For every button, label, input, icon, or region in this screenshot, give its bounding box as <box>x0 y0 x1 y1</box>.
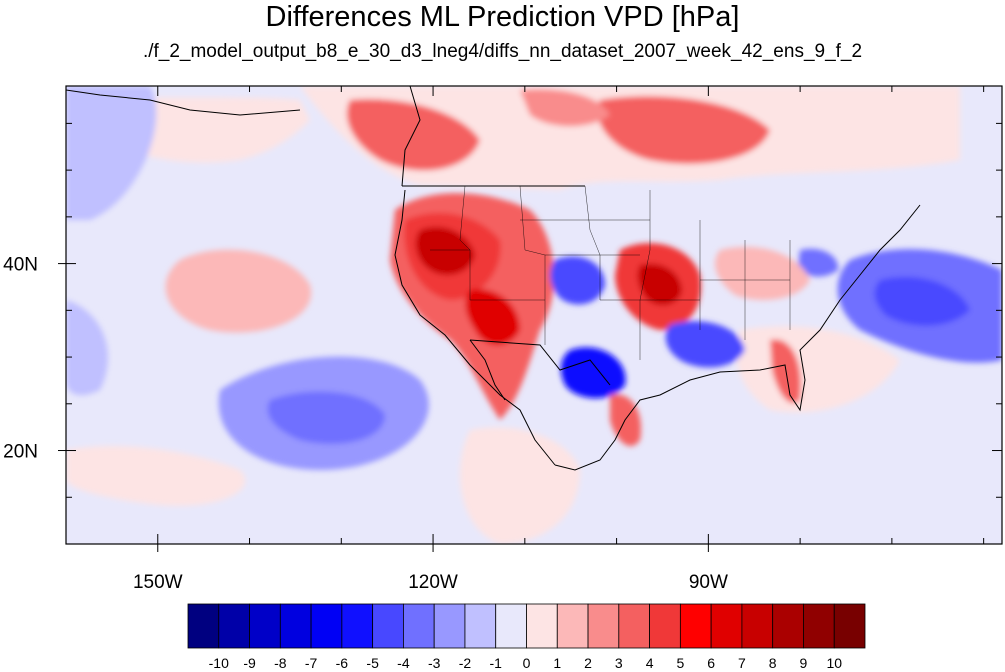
colorbar-level-label: 10 <box>826 655 842 671</box>
field-patch-bc-red <box>346 99 480 171</box>
colorbar-level-label: 1 <box>553 655 561 671</box>
coastline-baja <box>469 339 506 401</box>
colorbar-swatch <box>803 603 835 649</box>
map-frame <box>65 85 1003 545</box>
coastline-west <box>394 189 556 466</box>
coastline-bc <box>401 86 421 187</box>
field-patch-mexico-coast <box>460 427 580 544</box>
colorbar-level-label: -9 <box>243 655 256 671</box>
map-title: Differences ML Prediction VPD [hPa] <box>265 1 740 33</box>
colorbar-swatch <box>710 603 743 649</box>
field-patch-atlantic-blue-core <box>874 276 970 326</box>
colorbar-swatch <box>372 603 404 649</box>
colorbar-level-label: 0 <box>523 655 531 671</box>
tick-marks <box>58 86 1002 552</box>
lat-tick-label: 40N <box>3 255 38 276</box>
lat-tick-labels: 40N 20N <box>3 255 38 463</box>
colorbar-level-label: 8 <box>769 655 777 671</box>
colorbar-swatch <box>587 603 620 649</box>
field-patch-east-blue <box>798 248 839 277</box>
colorbar-level-label: -4 <box>397 655 410 671</box>
field-patch-florida <box>770 339 801 404</box>
coastline-south-east <box>554 204 921 471</box>
lon-tick-label: 90W <box>689 572 728 593</box>
colorbar-swatch <box>618 603 650 649</box>
colorbar-swatch <box>833 603 866 649</box>
colorbar-swatch <box>403 603 435 649</box>
colorbar-level-label: -8 <box>274 655 287 671</box>
field-patch-pacific-west <box>66 300 108 396</box>
colorbar-level-label: 7 <box>738 655 746 671</box>
colorbar-swatch <box>218 603 250 649</box>
colorbar-level-label: -3 <box>428 655 441 671</box>
field-patch-southwest-core <box>465 289 520 345</box>
colorbar-swatch <box>464 603 497 649</box>
field-patch-midwest <box>715 246 810 300</box>
field-patch-pacific-south <box>66 446 246 506</box>
field-patch-pacific-central <box>165 249 312 333</box>
colorbar-labels: -10 -9 -8 -7 -6 -5 -4 -3 -2 -1 0 1 2 3 4 5 6 7 8 9 10 <box>209 655 843 671</box>
colorbar-swatch <box>495 603 527 649</box>
colorbar-swatch <box>741 603 774 649</box>
colorbar-swatch <box>649 603 681 649</box>
colorbar-swatch <box>772 603 804 649</box>
state-borders <box>430 185 791 360</box>
lat-tick-label: 20N <box>3 442 38 463</box>
border-us-mexico <box>469 339 611 386</box>
map-subtitle: ./f_2_model_output_b8_e_30_d3_lneg4/diff… <box>142 41 863 62</box>
colorbar-level-label: -10 <box>209 655 229 671</box>
colorbar-swatch <box>679 603 712 649</box>
field-patch-pacific-blue-core <box>267 391 385 444</box>
colorbar-swatch <box>556 603 589 649</box>
colorbar-level-label: 4 <box>646 655 654 671</box>
colorbar-level-label: 3 <box>615 655 623 671</box>
colorbar-swatch <box>279 603 312 649</box>
colorbar <box>187 603 866 649</box>
colorbar-level-label: -5 <box>366 655 379 671</box>
coastline-alaska <box>66 89 301 116</box>
colorbar-level-label: -6 <box>336 655 349 671</box>
field-patch-northwest <box>66 86 157 220</box>
colorbar-swatch <box>310 603 343 649</box>
lon-tick-labels: 150W 120W 90W <box>133 572 728 593</box>
field-patch-canada-red2 <box>520 89 610 127</box>
colorbar-level-label: 9 <box>800 655 808 671</box>
field-patch-texas-blue <box>560 347 626 399</box>
lon-tick-label: 150W <box>133 572 183 593</box>
field-patch-canada-red <box>597 96 770 164</box>
colorbar-swatch <box>526 603 558 649</box>
colorbar-swatch <box>249 603 281 649</box>
lon-tick-label: 120W <box>408 572 458 593</box>
colorbar-level-label: 2 <box>584 655 592 671</box>
colorbar-swatch <box>187 603 220 649</box>
colorbar-level-label: 6 <box>707 655 715 671</box>
field-patch-gulf-blue <box>665 321 745 368</box>
colorbar-level-label: -2 <box>459 655 472 671</box>
colorbar-swatch <box>433 603 466 649</box>
map-field <box>66 86 1002 544</box>
colorbar-level-label: -7 <box>305 655 318 671</box>
colorbar-swatch <box>341 603 374 649</box>
field-patch-plains-core <box>637 263 682 306</box>
colorbar-level-label: -1 <box>490 655 503 671</box>
field-patch-rockies-blue <box>550 256 605 305</box>
colorbar-level-label: 5 <box>676 655 684 671</box>
